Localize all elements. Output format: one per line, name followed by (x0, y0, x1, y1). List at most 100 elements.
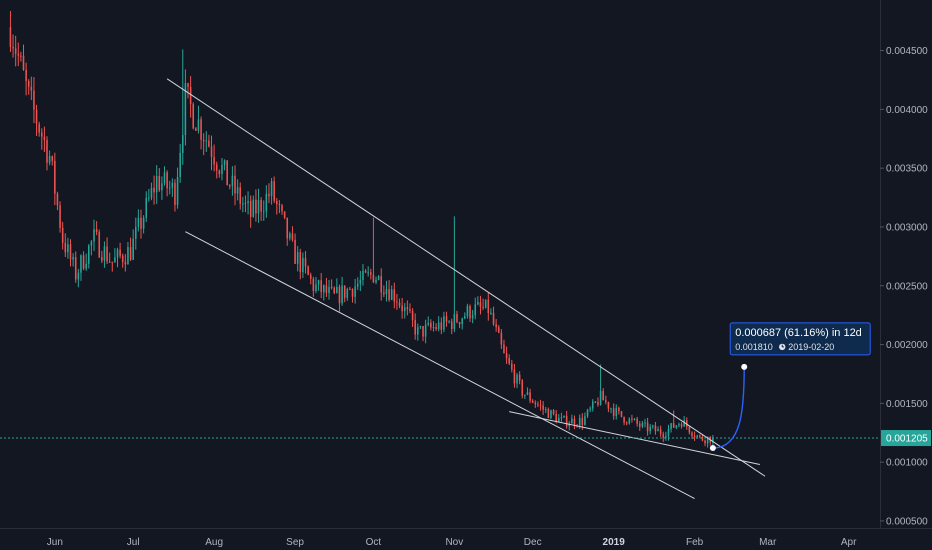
candle-body (597, 402, 599, 405)
candle-body (623, 416, 625, 423)
candle-body (508, 358, 510, 364)
candle-body (484, 299, 487, 308)
candle-body (328, 287, 330, 294)
projection-start-point[interactable] (709, 445, 716, 452)
candle-body (529, 392, 531, 401)
candle-body (667, 428, 670, 437)
candle-body (610, 408, 612, 410)
candle-body (61, 227, 64, 243)
candle-body (534, 402, 537, 405)
candle-body (443, 316, 445, 330)
candle-body (205, 140, 208, 142)
projection-arrow (712, 366, 745, 449)
candle-body (43, 136, 46, 140)
candle-body (495, 324, 497, 328)
candle-body (388, 289, 390, 300)
candle-body (636, 418, 638, 424)
candle-body (17, 53, 20, 56)
candle-body (396, 301, 398, 303)
candle-body (503, 344, 505, 354)
candle-body (367, 272, 369, 274)
candle-body (54, 160, 56, 194)
candle-body (594, 401, 597, 403)
candle-body (325, 285, 328, 294)
candle-body (581, 417, 584, 425)
candle-body (385, 289, 388, 295)
x-tick-label: Nov (445, 537, 463, 548)
candle-body (184, 83, 187, 136)
candle-body (537, 404, 539, 406)
candle-body (683, 420, 685, 427)
support-line-trendline[interactable] (509, 411, 760, 465)
candle-body (649, 426, 651, 432)
candle-body (479, 302, 482, 307)
candle-body (701, 436, 704, 441)
candle-body (440, 322, 443, 330)
candle-body (108, 261, 111, 263)
candle-body (215, 164, 218, 171)
candle-body (524, 394, 526, 396)
candle-body (299, 252, 302, 273)
candle-body (223, 160, 226, 166)
candle-body (59, 205, 61, 228)
candle-body (161, 183, 163, 191)
candle-body (289, 233, 291, 239)
price-axis[interactable]: 0.000500 0.001000 0.001500 0.002000 0.002500… (880, 0, 928, 528)
channel-upper-trendline[interactable] (166, 78, 766, 477)
candle-body (628, 418, 631, 424)
candle-body (98, 232, 101, 258)
x-tick-label: Sep (286, 537, 304, 548)
projection-end-point[interactable] (741, 363, 748, 370)
candle-body (573, 418, 576, 426)
candle-body (85, 263, 87, 269)
candle-body (116, 249, 119, 258)
candle-body (670, 423, 672, 429)
time-axis[interactable]: Jun Jul Aug Sep Oct Nov Dec 2019 Feb Mar Apr (0, 528, 932, 549)
candle-body (706, 436, 709, 444)
candle-body (558, 417, 560, 422)
candle-body (346, 288, 349, 298)
candle-body (74, 257, 77, 280)
candle-body (221, 165, 223, 175)
candle-body (67, 244, 69, 253)
projection-price-label: 0.001810 (735, 342, 773, 352)
candle-body (242, 203, 244, 205)
candle-body (665, 436, 667, 438)
candle-body (30, 86, 33, 91)
candle-body (612, 408, 615, 416)
candle-body (286, 217, 289, 239)
candle-body (202, 139, 205, 142)
candle-body (231, 175, 234, 187)
candle-body (22, 55, 25, 70)
candle-body (437, 322, 440, 330)
candle-body (704, 440, 706, 444)
channel-lower-trendline[interactable] (185, 231, 695, 500)
candle-body (46, 139, 48, 163)
projection-date-label: 2019-02-20 (788, 342, 834, 352)
candle-body (644, 422, 646, 424)
candle-body (229, 185, 231, 187)
candle-body (599, 390, 602, 405)
candle-body (195, 128, 197, 131)
candle-body (210, 146, 213, 157)
candle-body (171, 182, 174, 188)
candle-body (542, 405, 544, 410)
candle-body (278, 203, 281, 206)
candle-body (354, 286, 356, 297)
candle-body (69, 244, 72, 260)
candle-body (179, 152, 181, 177)
candle-body (294, 239, 296, 264)
candle-body (461, 318, 463, 325)
candle-body (9, 27, 12, 47)
candle-body (505, 353, 508, 359)
candle-body (539, 404, 542, 406)
x-tick-label: Apr (841, 537, 857, 548)
candle-body (101, 257, 103, 261)
candle-body (552, 410, 555, 414)
candle-body (176, 176, 179, 205)
candle-body (255, 199, 257, 214)
candle-body (456, 314, 458, 323)
candle-body (380, 276, 383, 293)
